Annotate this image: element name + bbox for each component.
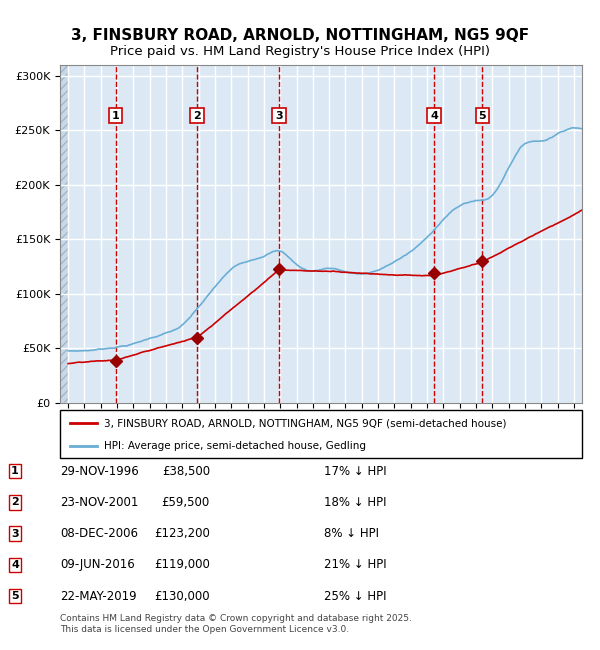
Text: HPI: Average price, semi-detached house, Gedling: HPI: Average price, semi-detached house,… (104, 441, 367, 451)
Text: 22-MAY-2019: 22-MAY-2019 (60, 590, 137, 603)
Text: 09-JUN-2016: 09-JUN-2016 (60, 558, 135, 571)
FancyBboxPatch shape (60, 410, 582, 458)
Text: 21% ↓ HPI: 21% ↓ HPI (324, 558, 386, 571)
Text: 3: 3 (11, 528, 19, 539)
Text: £130,000: £130,000 (154, 590, 210, 603)
Bar (60, 65, 68, 403)
Text: 2: 2 (193, 111, 201, 121)
Text: 4: 4 (11, 560, 19, 570)
Text: Contains HM Land Registry data © Crown copyright and database right 2025.
This d: Contains HM Land Registry data © Crown c… (60, 614, 412, 634)
Text: 2: 2 (11, 497, 19, 508)
Text: 3, FINSBURY ROAD, ARNOLD, NOTTINGHAM, NG5 9QF: 3, FINSBURY ROAD, ARNOLD, NOTTINGHAM, NG… (71, 28, 529, 44)
Text: 5: 5 (479, 111, 486, 121)
Text: 29-NOV-1996: 29-NOV-1996 (60, 465, 139, 478)
Text: 25% ↓ HPI: 25% ↓ HPI (324, 590, 386, 603)
Text: 1: 1 (112, 111, 119, 121)
Text: 3, FINSBURY ROAD, ARNOLD, NOTTINGHAM, NG5 9QF (semi-detached house): 3, FINSBURY ROAD, ARNOLD, NOTTINGHAM, NG… (104, 418, 507, 428)
Text: 17% ↓ HPI: 17% ↓ HPI (324, 465, 386, 478)
Text: £59,500: £59,500 (162, 496, 210, 509)
Text: Price paid vs. HM Land Registry's House Price Index (HPI): Price paid vs. HM Land Registry's House … (110, 46, 490, 58)
Text: 8% ↓ HPI: 8% ↓ HPI (324, 527, 379, 540)
Text: £119,000: £119,000 (154, 558, 210, 571)
Text: 3: 3 (275, 111, 283, 121)
Text: £123,200: £123,200 (154, 527, 210, 540)
Text: 5: 5 (11, 591, 19, 601)
Text: £38,500: £38,500 (162, 465, 210, 478)
Text: 1: 1 (11, 466, 19, 476)
Text: 4: 4 (430, 111, 438, 121)
Text: 18% ↓ HPI: 18% ↓ HPI (324, 496, 386, 509)
Text: 08-DEC-2006: 08-DEC-2006 (60, 527, 138, 540)
Text: 23-NOV-2001: 23-NOV-2001 (60, 496, 139, 509)
